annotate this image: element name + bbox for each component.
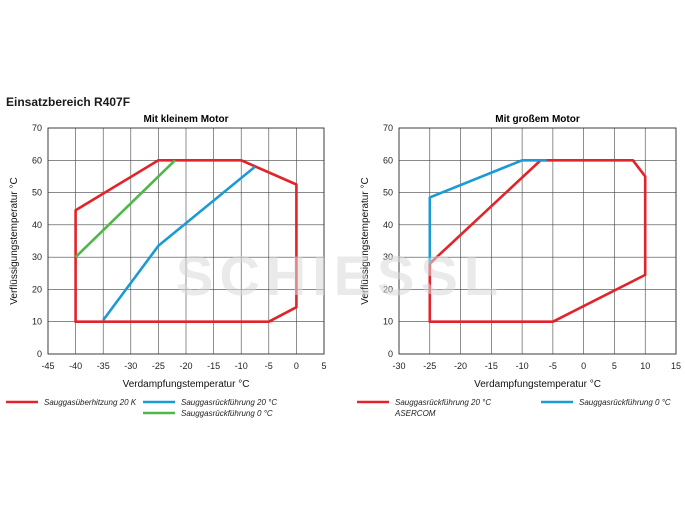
legend-label: Sauggasrückführung 0 °C [181,409,273,418]
x-tick-label: -20 [179,361,192,371]
y-tick-label: 60 [383,155,393,165]
x-tick-label: -45 [41,361,54,371]
legend-label: Sauggasrückführung 20 °C [395,398,491,407]
y-tick-label: 20 [383,284,393,294]
chart-2: -30 -25 -20 -15 -10 -5 0 5 10 15 0 10 20 30 40 50 60 70 Mi… [357,114,681,418]
legend-label: Sauggasüberhitzung 20 K [44,398,137,407]
legend-label-line2: ASERCOM [394,409,436,418]
series-line-3 [74,159,176,259]
y-tick-label: 60 [32,155,42,165]
series-line-2 [428,159,547,264]
x-axis-label: Verdampfungstemperatur °C [123,379,250,390]
y-tick-label: 10 [32,317,42,327]
watermark: SCHIESSL [176,244,504,307]
x-tick-label: -35 [97,361,110,371]
plot-frame [47,127,325,355]
page-title: Einsatzbereich R407F [6,95,131,109]
x-tick-label: -10 [235,361,248,371]
plot-frame [398,127,677,355]
y-tick-label: 10 [383,317,393,327]
x-tick-label: -25 [423,361,436,371]
y-axis-label: Verflüssigungstemperatur °C [360,177,371,304]
y-tick-label: 30 [383,252,393,262]
x-tick-label: 15 [671,361,681,371]
x-axis-label: Verdampfungstemperatur °C [474,379,601,390]
x-tick-label: 10 [640,361,650,371]
y-tick-label: 20 [32,284,42,294]
y-tick-label: 70 [32,123,42,133]
x-tick-label: -25 [152,361,165,371]
x-tick-label: -15 [207,361,220,371]
x-tick-label: 5 [612,361,617,371]
series-line-1 [428,159,647,324]
x-tick-label: 5 [321,361,326,371]
series-line-1 [74,159,298,324]
x-tick-label: -30 [392,361,405,371]
x-tick-label: -10 [516,361,529,371]
series-line-2 [102,165,256,321]
y-tick-label: 70 [383,123,393,133]
chart-title: Mit großem Motor [495,114,580,125]
legend-label: Sauggasrückführung 20 °C [181,398,277,407]
y-tick-label: 40 [383,220,393,230]
x-tick-label: -30 [124,361,137,371]
x-tick-label: -20 [454,361,467,371]
legend-label: Sauggasrückführung 0 °C [579,398,671,407]
chart-title: Mit kleinem Motor [143,114,228,125]
x-tick-label: -5 [549,361,557,371]
y-axis-label: Verflüssigungstemperatur °C [9,177,20,304]
chart-1: -45 -40 -35 -30 -25 -20 -15 -10 -5 0 5010203040506… [6,114,327,418]
y-tick-label: 0 [37,349,42,359]
y-tick-label: 40 [32,220,42,230]
x-tick-label: -15 [485,361,498,371]
y-tick-label: 30 [32,252,42,262]
x-tick-label: -5 [265,361,273,371]
y-tick-label: 50 [383,188,393,198]
x-tick-label: -40 [69,361,82,371]
x-tick-label: 0 [581,361,586,371]
x-tick-label: 0 [294,361,299,371]
y-tick-label: 0 [388,349,393,359]
y-tick-label: 50 [32,188,42,198]
